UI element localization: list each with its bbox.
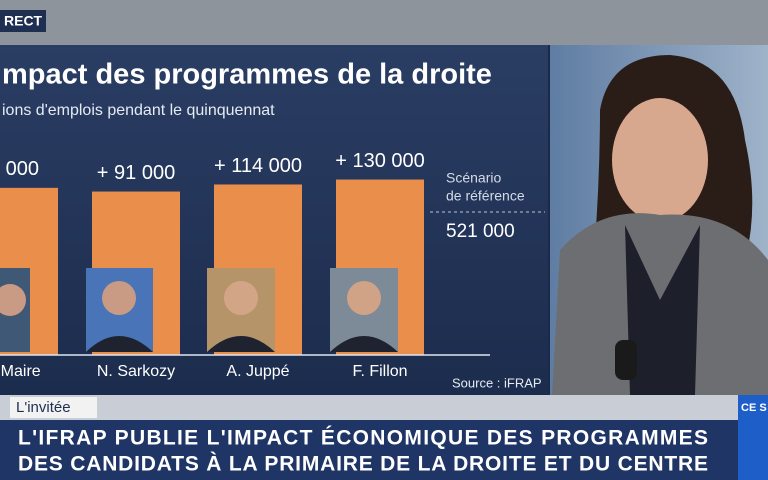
presenter [552, 55, 768, 395]
annotation: Scénario [446, 170, 501, 186]
tag-strip [0, 395, 738, 420]
x-tick-label: A. Juppé [226, 363, 289, 380]
annotation: 521 000 [446, 221, 515, 242]
corner-box [738, 395, 768, 480]
value-label: + 114 000 [214, 155, 302, 177]
corner: CE S [741, 402, 767, 414]
banner-tag: L'invitée [16, 399, 71, 416]
value-label: 3 000 [0, 158, 39, 180]
badge-box [0, 10, 46, 32]
banner-line: DES CANDIDATS À LA PRIMAIRE DE LA DROITE… [18, 453, 708, 476]
tag-box [10, 397, 97, 418]
badge: RECT [4, 13, 43, 29]
annotation: de référence [446, 188, 525, 204]
photos [0, 268, 398, 352]
banner [0, 420, 738, 480]
x-tick-label: e Maire [0, 363, 41, 380]
value-label: + 91 000 [97, 162, 175, 184]
top-strip [0, 0, 768, 45]
value-label: + 130 000 [335, 150, 425, 172]
x-tick-label: F. Fillon [352, 363, 407, 380]
x-tick-label: N. Sarkozy [97, 363, 175, 380]
source: Source : iFRAP [452, 375, 542, 390]
chart-title: mpact des programmes de la droite [2, 59, 492, 91]
banner-line: L'IFRAP PUBLIE L'IMPACT ÉCONOMIQUE DES P… [18, 427, 708, 450]
chart-subtitle: ions d'emplois pendant le quinquennat [2, 102, 275, 119]
